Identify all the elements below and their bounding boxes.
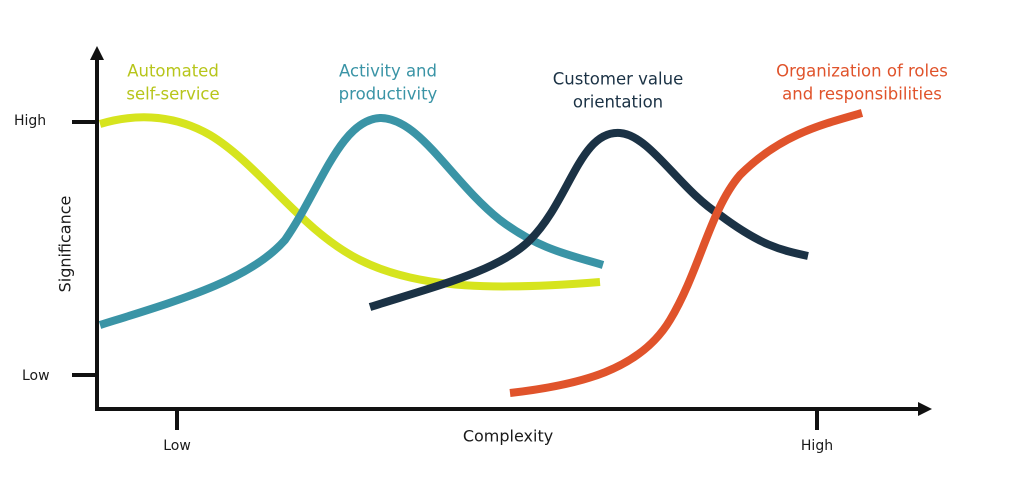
curve-activity [98, 113, 605, 329]
curve-automated [98, 113, 601, 291]
x-axis-title: Complexity [463, 427, 553, 446]
curve-label: Activity and [339, 62, 437, 81]
curve-label: orientation [573, 93, 663, 112]
curve-label: Organization of roles [776, 62, 948, 81]
curve-label: Automated [127, 62, 219, 81]
curve-label: Customer value [553, 70, 683, 89]
curve-organization [509, 109, 864, 397]
curve-customer [368, 128, 809, 311]
y-tick-label: High [14, 113, 46, 129]
y-arrow [90, 46, 104, 60]
x-tick-label: Low [163, 438, 191, 454]
x-arrow [918, 402, 932, 416]
y-axis-title: Significance [56, 196, 75, 293]
curve-label: and responsibilities [782, 85, 942, 104]
curve-label: self-service [126, 85, 219, 104]
x-tick-label: High [801, 438, 833, 454]
y-tick-label: Low [22, 368, 50, 384]
curve-label: productivity [339, 85, 438, 104]
